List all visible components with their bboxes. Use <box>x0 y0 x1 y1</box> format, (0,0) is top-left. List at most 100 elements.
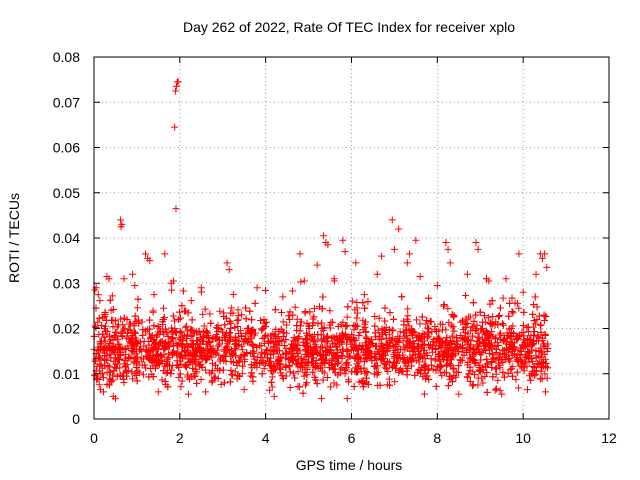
data-point <box>278 337 286 345</box>
data-point <box>508 351 516 359</box>
data-point <box>362 341 370 349</box>
data-point <box>282 354 290 362</box>
data-point <box>262 287 270 294</box>
data-point <box>396 328 404 336</box>
data-point <box>275 347 283 355</box>
data-point <box>263 354 271 362</box>
data-point <box>350 322 358 330</box>
data-point <box>514 358 522 366</box>
data-point <box>311 341 319 349</box>
data-point <box>117 329 125 337</box>
data-point <box>528 346 536 354</box>
data-point <box>448 332 456 340</box>
data-point <box>538 364 546 372</box>
data-point <box>440 302 448 310</box>
data-point <box>205 334 213 342</box>
data-point <box>294 342 302 350</box>
data-point <box>491 334 499 342</box>
data-point <box>96 346 104 354</box>
data-point <box>297 278 305 286</box>
data-point <box>494 376 502 384</box>
data-point <box>125 353 133 361</box>
data-point <box>352 259 360 267</box>
data-point <box>195 362 203 370</box>
data-point <box>505 312 513 320</box>
data-point <box>130 348 138 356</box>
x-tick-label: 2 <box>176 430 184 446</box>
data-point <box>100 333 108 341</box>
data-point <box>233 342 241 350</box>
data-point <box>533 360 541 368</box>
data-point <box>389 326 397 334</box>
data-point <box>328 357 336 365</box>
data-point <box>321 338 329 346</box>
data-point <box>310 313 318 321</box>
data-point <box>153 361 161 369</box>
data-point <box>371 353 379 361</box>
data-point <box>524 323 532 331</box>
data-point <box>527 376 535 384</box>
data-point <box>247 369 255 377</box>
data-point <box>405 250 413 258</box>
y-tick-label: 0.05 <box>53 185 80 201</box>
data-point <box>111 395 119 403</box>
data-point <box>302 341 310 349</box>
x-tick-label: 8 <box>433 430 441 446</box>
data-point <box>318 343 326 351</box>
data-point <box>371 329 379 337</box>
data-point <box>506 333 514 341</box>
data-point <box>262 346 270 354</box>
data-point <box>521 342 529 350</box>
data-point <box>294 383 302 391</box>
data-point <box>233 316 241 324</box>
data-point <box>202 356 210 364</box>
data-point <box>231 368 239 376</box>
data-point <box>249 325 257 333</box>
data-point <box>154 323 162 331</box>
data-point <box>419 341 427 349</box>
data-point <box>445 319 453 327</box>
data-point <box>488 297 496 305</box>
data-point <box>541 332 549 340</box>
data-point <box>505 325 513 333</box>
data-point <box>314 365 322 373</box>
data-point <box>382 361 390 369</box>
data-point <box>146 325 154 333</box>
data-point <box>130 322 138 330</box>
data-point <box>383 365 391 373</box>
data-point <box>94 318 102 326</box>
data-point <box>330 379 338 387</box>
data-point <box>425 294 433 302</box>
data-point <box>260 316 268 324</box>
data-point <box>299 363 307 371</box>
data-point <box>389 342 397 350</box>
data-point <box>439 352 447 360</box>
data-point <box>400 321 408 329</box>
data-point <box>343 322 351 330</box>
data-point <box>364 369 372 377</box>
data-point <box>214 324 222 332</box>
data-point <box>174 348 182 356</box>
data-point <box>436 364 444 372</box>
data-point <box>411 329 419 337</box>
data-point <box>228 371 236 379</box>
data-point <box>241 355 249 363</box>
data-point <box>259 335 267 343</box>
data-point <box>348 297 356 305</box>
data-point <box>277 309 285 317</box>
data-point <box>124 329 132 337</box>
data-point <box>437 348 445 356</box>
data-point <box>529 339 537 347</box>
data-point <box>134 295 142 303</box>
data-point <box>279 374 287 382</box>
data-point <box>470 317 478 325</box>
data-point <box>108 292 116 300</box>
data-point <box>371 362 379 370</box>
data-point <box>359 299 367 307</box>
data-point <box>501 355 509 363</box>
data-point <box>376 381 384 389</box>
data-point <box>161 250 169 258</box>
data-point <box>299 389 307 397</box>
data-point <box>291 337 299 345</box>
x-tick-labels: 0 2 4 6 8 10 12 <box>90 430 617 446</box>
